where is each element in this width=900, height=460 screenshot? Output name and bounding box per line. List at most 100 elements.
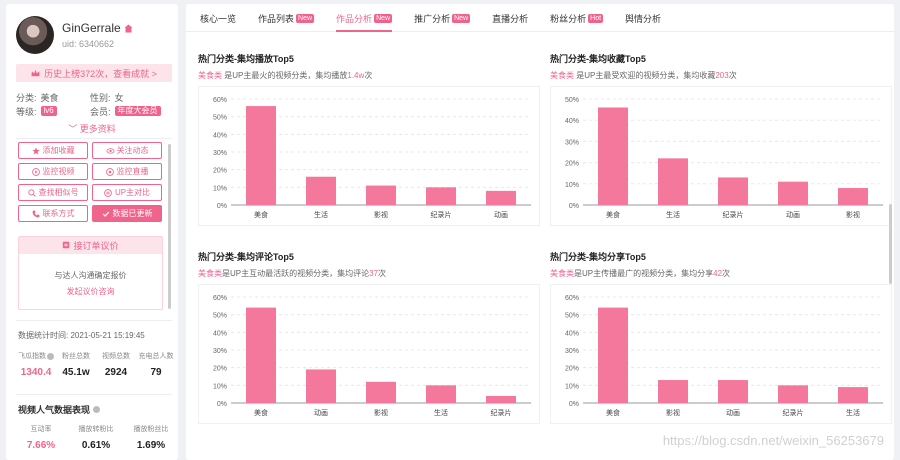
bar-chart-svg: 0% 10% 20% 30% 40% 50% 60% 美食 生活 影视 纪录片 动画 xyxy=(213,97,531,219)
performance-label: 播放粉丝比 xyxy=(133,426,169,433)
bar[interactable] xyxy=(778,385,808,403)
stat-item: 充电总人数 79 xyxy=(136,351,176,378)
tab-label: 推广分析 xyxy=(414,13,451,24)
level-label: 等级: xyxy=(16,106,37,117)
member-label: 会员: xyxy=(90,106,111,117)
y-tick-label: 30% xyxy=(213,348,227,355)
bar[interactable] xyxy=(718,177,748,205)
bar[interactable] xyxy=(246,307,276,403)
x-tick-label: 生活 xyxy=(666,210,680,219)
action-button-label: 添加收藏 xyxy=(42,146,75,155)
more-info-toggle[interactable]: ﹀ 更多资料 xyxy=(6,122,178,135)
divider xyxy=(16,394,172,395)
chart-title: 热门分类-集均分享Top5 xyxy=(550,252,646,262)
order-title: 接订单议价 xyxy=(73,241,119,251)
tab-item[interactable]: 粉丝分析 Hot xyxy=(550,4,604,32)
action-buttons: 添加收藏 关注动态 监控视频 监控直播 查找相似号 UP主对比 联系方式 数据已更新 xyxy=(18,142,163,222)
user-id: uid: 6340662 xyxy=(62,39,115,49)
bar[interactable] xyxy=(838,188,868,205)
y-tick-label: 20% xyxy=(565,161,579,168)
tab-item[interactable]: 核心一览 xyxy=(200,4,236,32)
help-icon[interactable] xyxy=(93,406,101,413)
tab-badge: Hot xyxy=(588,13,604,23)
bar[interactable] xyxy=(778,181,808,205)
sidebar-scrollbar[interactable] xyxy=(168,144,171,309)
tab-label: 舆情分析 xyxy=(625,13,662,24)
bar[interactable] xyxy=(306,369,336,403)
y-tick-label: 0% xyxy=(569,203,579,210)
stat-value: 45.1w xyxy=(62,367,90,378)
x-tick-label: 影视 xyxy=(374,210,388,219)
tab-item[interactable]: 舆情分析 xyxy=(625,4,661,32)
action-button[interactable]: UP主对比 xyxy=(92,184,162,201)
chart-title: 热门分类-集均播放Top5 xyxy=(198,54,294,64)
bar[interactable] xyxy=(598,107,628,205)
action-button[interactable]: 联系方式 xyxy=(18,205,88,222)
stat-value: 79 xyxy=(150,367,162,378)
action-button[interactable]: 监控视频 xyxy=(18,163,88,180)
level-badge: lv6 xyxy=(40,106,57,116)
tab-item[interactable]: 直播分析 xyxy=(492,4,528,32)
stat-item: 视频总数 2924 xyxy=(96,351,136,378)
chart-panel: 热门分类-集均播放Top5 美食类 是UP主最火的视频分类，集均播放1.4w次 0%… xyxy=(198,52,540,226)
profile-sidebar: GinGerrale uid: 6340662 历史上榜372次，查看成就 > … xyxy=(6,4,178,460)
chart-title: 热门分类-集均收藏Top5 xyxy=(550,54,646,64)
stat-label: 飞瓜指数 xyxy=(18,353,46,360)
tab-item[interactable]: 作品分析 New xyxy=(336,4,393,32)
action-button[interactable]: 查找相似号 xyxy=(18,184,88,201)
eye-icon xyxy=(106,147,114,155)
bar[interactable] xyxy=(658,158,688,205)
action-button[interactable]: 监控直播 xyxy=(92,163,162,180)
tab-badge: New xyxy=(296,13,315,23)
rank-history-banner[interactable]: 历史上榜372次，查看成就 > xyxy=(16,64,172,82)
action-button[interactable]: 数据已更新 xyxy=(92,205,162,222)
phone-icon xyxy=(32,210,40,218)
bar[interactable] xyxy=(426,187,456,205)
x-tick-label: 动画 xyxy=(494,210,508,219)
bar[interactable] xyxy=(366,381,396,403)
chart-title: 热门分类-集均评论Top5 xyxy=(198,252,294,262)
stat-label-row: 飞瓜指数 xyxy=(16,351,56,361)
action-button[interactable]: 添加收藏 xyxy=(18,142,88,159)
category-label: 分类: xyxy=(16,92,37,103)
bar[interactable] xyxy=(306,176,336,205)
star-icon xyxy=(31,146,40,155)
bar[interactable] xyxy=(366,185,396,205)
rank-banner-text: 历史上榜372次，查看成就 > xyxy=(44,68,157,79)
bar[interactable] xyxy=(718,380,748,403)
profile-info: 分类: 美食 性别: 女 等级: lv6 会员: 年度大会员 xyxy=(16,90,176,118)
stats-time: 数据统计时间: 2021-05-21 15:19:45 xyxy=(18,330,145,341)
bar[interactable] xyxy=(246,106,276,205)
subtitle-value: 42 xyxy=(713,269,723,278)
order-header[interactable]: 接订单议价 xyxy=(19,237,162,254)
bar[interactable] xyxy=(486,395,516,403)
action-button[interactable]: 关注动态 xyxy=(92,142,162,159)
tab-badge: New xyxy=(374,13,393,23)
y-tick-label: 30% xyxy=(565,348,579,355)
tab-item[interactable]: 推广分析 New xyxy=(414,4,471,32)
compare-icon xyxy=(104,188,112,197)
y-tick-label: 40% xyxy=(565,330,579,337)
bar-chart: 0% 10% 20% 30% 40% 50% 60% 美食 影视 动画 纪录片 生活 xyxy=(550,284,892,424)
bar[interactable] xyxy=(658,380,688,403)
y-tick-label: 60% xyxy=(213,97,227,104)
tab-bar: 核心一览 作品列表 New 作品分析 New 推广分析 New 直播分析 粉丝分析 Hot 舆情分析 xyxy=(186,4,894,32)
tab-label: 作品分析 xyxy=(336,13,373,24)
main-scrollbar[interactable] xyxy=(889,204,892,284)
help-icon[interactable] xyxy=(47,352,54,360)
x-tick-label: 美食 xyxy=(254,210,268,219)
tab-item[interactable]: 作品列表 New xyxy=(258,4,315,32)
avatar[interactable] xyxy=(16,16,54,54)
stat-label-row: 粉丝总数 xyxy=(56,351,96,361)
bar[interactable] xyxy=(838,387,868,403)
gender-value: 女 xyxy=(114,92,124,103)
x-tick-label: 动画 xyxy=(314,408,328,417)
negotiation-link[interactable]: 发起议价咨询 xyxy=(66,287,115,296)
bar[interactable] xyxy=(486,190,516,205)
bar[interactable] xyxy=(426,385,456,403)
home-icon[interactable] xyxy=(124,23,133,33)
performance-item: 播放粉丝比 1.69% xyxy=(126,424,176,451)
bar[interactable] xyxy=(598,307,628,403)
stat-label: 粉丝总数 xyxy=(62,353,90,360)
x-tick-label: 美食 xyxy=(254,408,268,417)
